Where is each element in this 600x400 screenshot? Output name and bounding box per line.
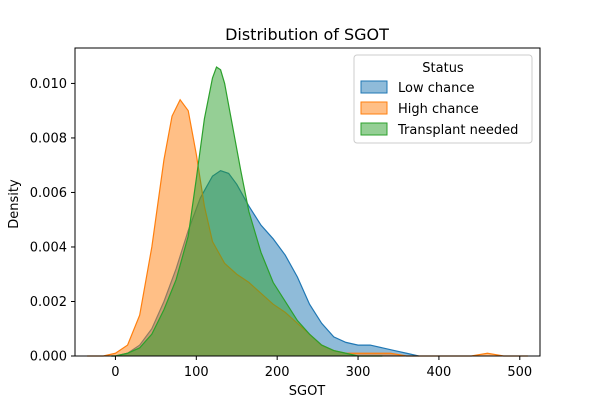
x-tick-label: 0 (111, 365, 119, 380)
y-tick-label: 0.008 (30, 131, 67, 146)
y-tick-label: 0.000 (30, 350, 67, 365)
chart-title: Distribution of SGOT (225, 25, 389, 44)
y-tick-label: 0.006 (30, 186, 67, 201)
x-tick-label: 200 (265, 365, 290, 380)
y-tick-label: 0.010 (30, 77, 67, 92)
legend-box (353, 54, 533, 144)
axes-layer: 0 100 200 300 400 500 0.000 0.002 0.004 0.006 0.00… (30, 47, 541, 380)
legend-swatch (360, 122, 388, 136)
x-tick-label: 500 (507, 365, 532, 380)
y-tick-label: 0.002 (30, 295, 67, 310)
x-axis-title: SGOT (289, 384, 326, 399)
x-tick-label: 400 (426, 365, 451, 380)
legend: Status Low chance High chance Transplant ne… (353, 54, 533, 144)
legend-label: Transplant needed (397, 123, 518, 138)
legend-swatch (360, 101, 388, 115)
plot-frame (74, 47, 541, 357)
legend-swatch (360, 80, 388, 94)
y-axis-title: Density (7, 179, 22, 229)
series-line-3 (111, 66, 383, 357)
x-tick-label: 300 (346, 365, 371, 380)
legend-label: Low chance (398, 81, 474, 96)
x-tick-label: 100 (184, 365, 209, 380)
legend-title: Status (422, 61, 464, 76)
legend-label: High chance (398, 102, 479, 117)
series-area-3 (111, 67, 383, 356)
y-tick-label: 0.004 (30, 240, 67, 255)
